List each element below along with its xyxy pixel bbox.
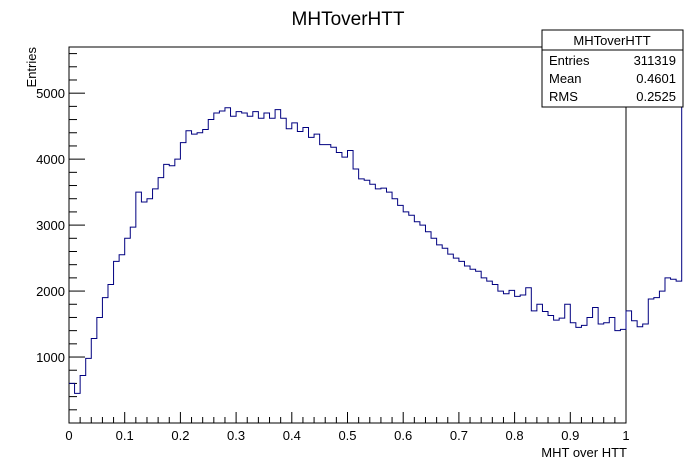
x-axis-title: MHT over HTT (541, 445, 627, 460)
x-tick-label: 0.8 (506, 428, 524, 443)
y-axis (69, 53, 85, 411)
x-tick-label: 0.1 (116, 428, 134, 443)
x-tick-label: 0.7 (450, 428, 468, 443)
x-tick-label: 0.6 (394, 428, 412, 443)
histogram-series-line (69, 47, 683, 394)
x-tick-label: 0.5 (338, 428, 356, 443)
y-tick-label: 5000 (36, 86, 65, 101)
stats-entries-label: Entries (549, 53, 590, 68)
stats-mean-label: Mean (549, 71, 582, 86)
stats-rms-value: 0.2525 (636, 89, 676, 104)
y-tick-label: 2000 (36, 284, 65, 299)
x-tick-labels: 0 0.1 0.2 0.3 0.4 0.5 0.6 0.7 0.8 0.9 1 (65, 428, 629, 443)
y-tick-label: 4000 (36, 152, 65, 167)
chart-title: MHToverHTT (292, 9, 405, 30)
y-tick-label: 3000 (36, 218, 65, 233)
x-axis (68, 412, 627, 423)
x-tick-label: 0.3 (227, 428, 245, 443)
stats-box-frame (541, 29, 684, 108)
y-tick-label: 1000 (36, 350, 65, 365)
x-tick-label: 0.9 (561, 428, 579, 443)
stats-entries-value: 311319 (634, 53, 676, 68)
stats-box-title: MHToverHTT (573, 33, 650, 48)
stats-box: MHToverHTT Entries 311319 Mean 0.4601 RM… (541, 29, 684, 108)
x-tick-label: 1 (622, 428, 629, 443)
stats-rms-label: RMS (549, 89, 578, 104)
y-tick-labels: 1000 2000 3000 4000 5000 (36, 86, 65, 365)
y-axis-title: Entries (24, 47, 39, 88)
x-tick-label: 0.4 (283, 428, 301, 443)
x-tick-label: 0.2 (171, 428, 189, 443)
x-tick-label: 0 (65, 428, 72, 443)
stats-mean-value: 0.4601 (636, 71, 676, 86)
